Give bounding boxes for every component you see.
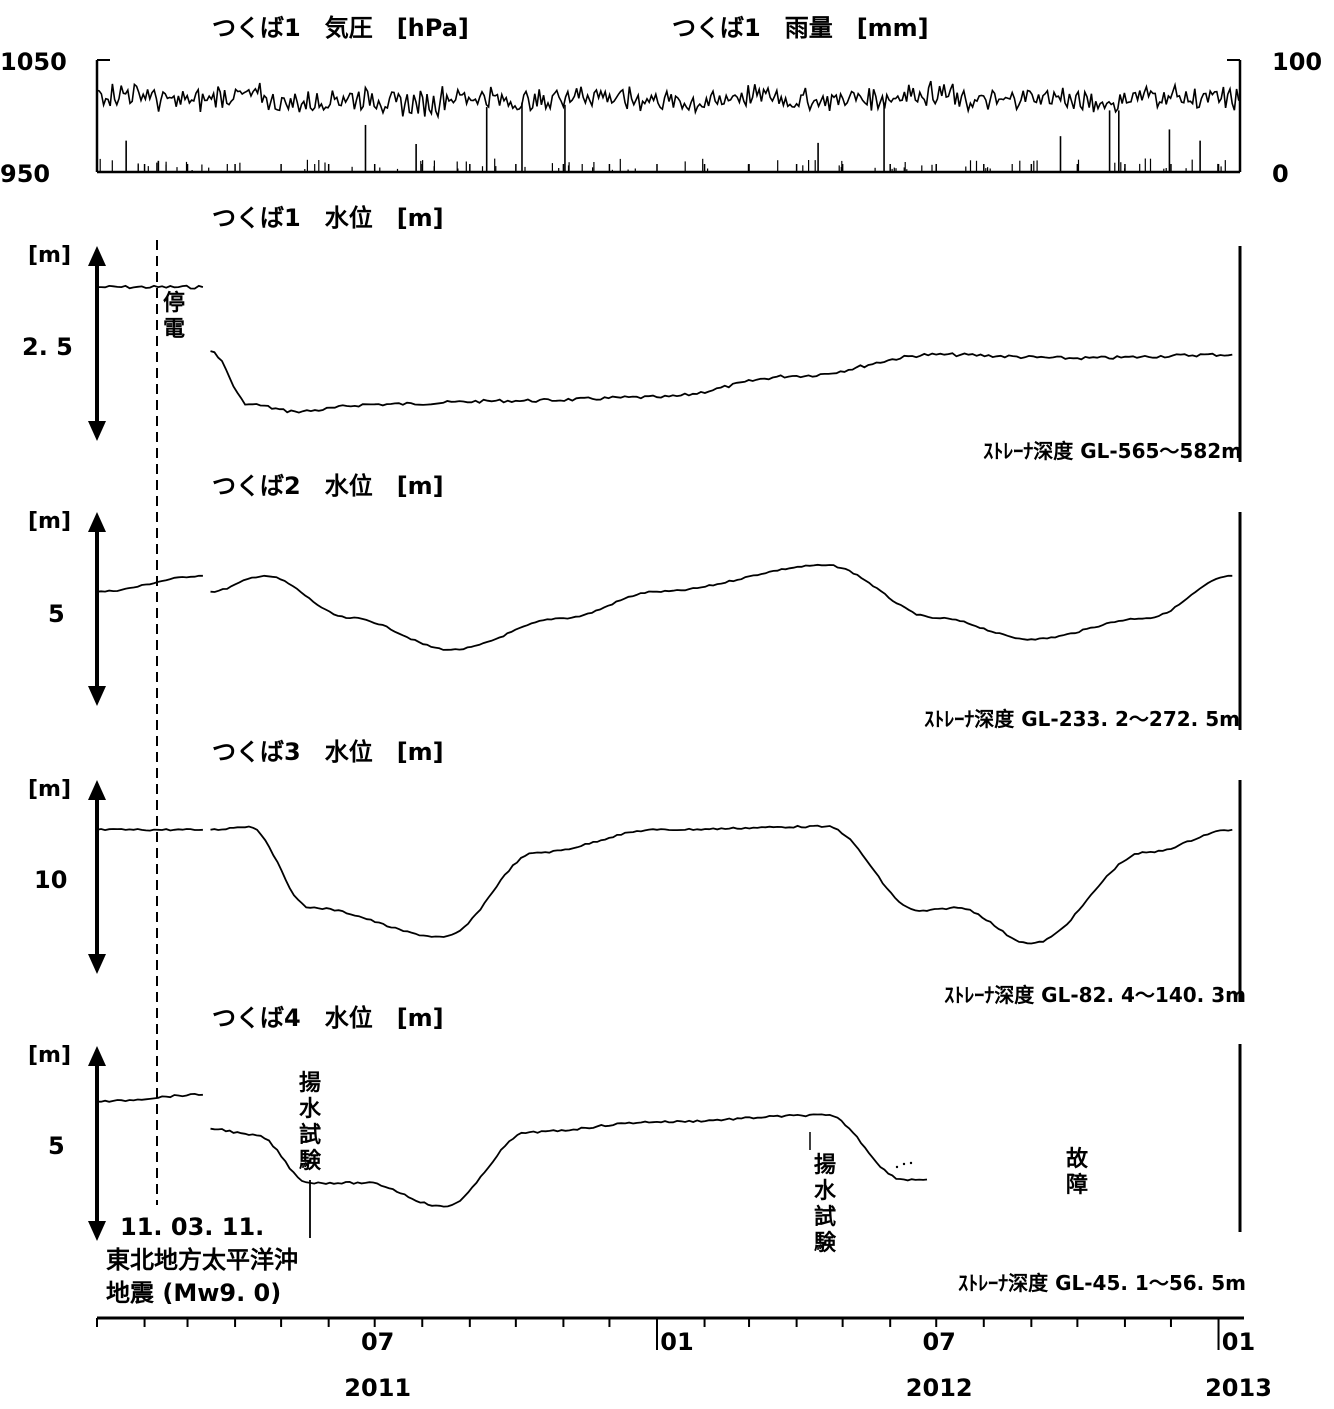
- annotation-char: 揚: [814, 1152, 836, 1178]
- well1-scale-arrow: [88, 246, 106, 441]
- rain-bars: [99, 102, 1226, 172]
- annotation-char: 験: [814, 1231, 837, 1256]
- month-label: 01: [660, 1328, 693, 1356]
- well1-tick: 2. 5: [22, 333, 73, 361]
- well3-tick: 10: [34, 866, 67, 894]
- well1-unit: [m]: [28, 243, 71, 268]
- well4-level-line: [96, 1092, 928, 1208]
- pressure-line: [96, 80, 1240, 120]
- month-label: 07: [922, 1328, 955, 1356]
- rain-tick-100: 100: [1272, 48, 1322, 76]
- well4-title: つくば4 水位 [m]: [212, 1004, 444, 1032]
- well4-panel: つくば4 水位 [m] [m] 5 ｽﾄﾚｰﾅ深度 GL-45. 1～56. 5…: [28, 1004, 1246, 1295]
- earthquake-name-1: 東北地方太平洋沖: [106, 1246, 298, 1274]
- year-label: 2011: [344, 1374, 411, 1402]
- well1-panel: つくば1 水位 [m] [m] 2. 5 ｽﾄﾚｰﾅ深度 GL-565～582m…: [22, 204, 1242, 463]
- earthquake-name-2: 地震 (Mw9. 0): [106, 1279, 281, 1307]
- well2-tick: 5: [48, 600, 65, 628]
- year-label: 2012: [906, 1374, 973, 1402]
- well2-unit: [m]: [28, 509, 71, 534]
- outage-label-char2: 電: [163, 317, 185, 342]
- failure-dots: [895, 1161, 913, 1169]
- year-label: 2013: [1205, 1374, 1272, 1402]
- time-axis: 07 01 07 01 2011 2012 2013: [96, 1316, 1272, 1402]
- pressure-title: つくば1 気圧 [hPa]: [212, 14, 469, 42]
- annotation-char: 水: [814, 1179, 837, 1204]
- annotation-char: 故: [1066, 1146, 1089, 1172]
- pressure-tick-1050: 1050: [0, 48, 67, 76]
- annotation-char: 水: [299, 1097, 322, 1122]
- pressure-tick-950: 950: [0, 160, 50, 188]
- well2-scale-arrow: [88, 512, 106, 706]
- well3-unit: [m]: [28, 777, 71, 802]
- annotation-char: 験: [299, 1149, 322, 1174]
- annotation-char: 障: [1066, 1172, 1088, 1198]
- outage-label-char1: 停: [163, 290, 185, 316]
- well3-panel: つくば3 水位 [m] [m] 10 ｽﾄﾚｰﾅ深度 GL-82. 4～140.…: [28, 738, 1246, 1007]
- month-label: 07: [361, 1328, 394, 1356]
- well1-level-line: [97, 284, 1233, 414]
- annotation-char: 試: [814, 1204, 836, 1230]
- well2-title: つくば2 水位 [m]: [212, 472, 444, 500]
- well4-tick: 5: [48, 1132, 65, 1160]
- annotation-char: 揚: [299, 1070, 321, 1096]
- well1-title: つくば1 水位 [m]: [212, 204, 444, 232]
- well3-strainer: ｽﾄﾚｰﾅ深度 GL-82. 4～140. 3m: [944, 983, 1246, 1007]
- rain-title: つくば1 雨量 [mm]: [672, 14, 929, 42]
- well2-level-line: [96, 563, 1233, 651]
- well3-title: つくば3 水位 [m]: [212, 738, 444, 766]
- well2-strainer: ｽﾄﾚｰﾅ深度 GL-233. 2～272. 5m: [924, 707, 1240, 731]
- annotation-char: 試: [299, 1122, 321, 1148]
- pressure-rain-panel: つくば1 気圧 [hPa] つくば1 雨量 [mm] 1050 950 100 …: [0, 14, 1322, 188]
- well3-level-line: [96, 824, 1233, 945]
- month-label: 01: [1222, 1328, 1255, 1356]
- well4-unit: [m]: [28, 1043, 71, 1068]
- well2-panel: つくば2 水位 [m] [m] 5 ｽﾄﾚｰﾅ深度 GL-233. 2～272.…: [28, 472, 1242, 731]
- well1-strainer: ｽﾄﾚｰﾅ深度 GL-565～582m: [983, 439, 1242, 463]
- well3-scale-arrow: [88, 780, 106, 974]
- rain-tick-0: 0: [1272, 160, 1289, 188]
- failure-label: 故障: [1066, 1146, 1089, 1198]
- earthquake-date: 11. 03. 11.: [120, 1213, 264, 1241]
- well4-scale-arrow: [88, 1046, 106, 1241]
- well4-strainer: ｽﾄﾚｰﾅ深度 GL-45. 1～56. 5m: [958, 1271, 1246, 1295]
